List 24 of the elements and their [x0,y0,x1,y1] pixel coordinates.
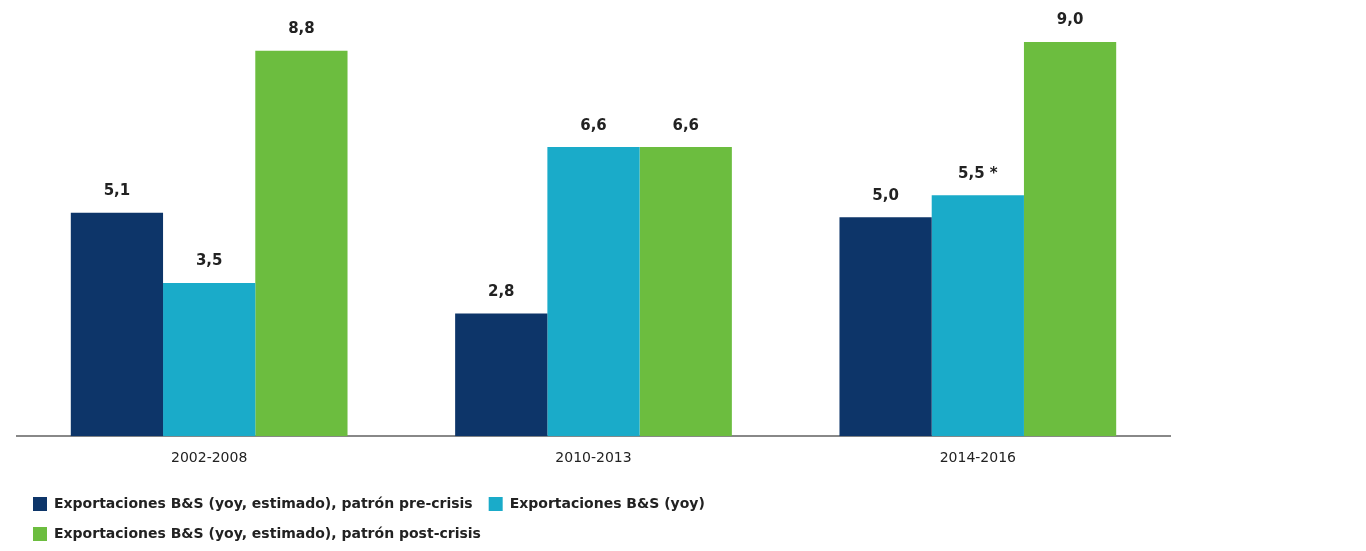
data-label: 8,8 [288,19,315,38]
data-label: 3,5 [195,251,223,270]
bar [70,212,164,437]
data-label: 5,1 [103,181,131,200]
data-label: 9,0 [1056,10,1084,29]
x-tick-label: 2014-2016 [939,449,1017,466]
bar [255,50,348,437]
legend-label: Exportaciones B&S (yoy) [509,494,705,511]
legend-label: Exportaciones B&S (yoy, estimado), patrón pre-crisis [54,494,473,511]
data-label: 6,6 [580,115,607,134]
data-label: 6,6 [672,115,700,134]
x-tick-label: 2010-2013 [555,449,632,466]
bar [639,147,732,437]
bar [839,217,932,437]
bar [163,282,256,437]
bar [455,313,548,437]
data-label: 5,0 [872,185,899,204]
data-label: 5,5 * [958,163,998,182]
legend-label: Exportaciones B&S (yoy, estimado), patrón post-crisis [54,524,481,541]
data-label: 2,8 [487,281,515,300]
bar [931,195,1024,437]
bar [1023,42,1117,437]
bar [547,147,640,437]
x-tick-label: 2002-2008 [171,449,248,466]
